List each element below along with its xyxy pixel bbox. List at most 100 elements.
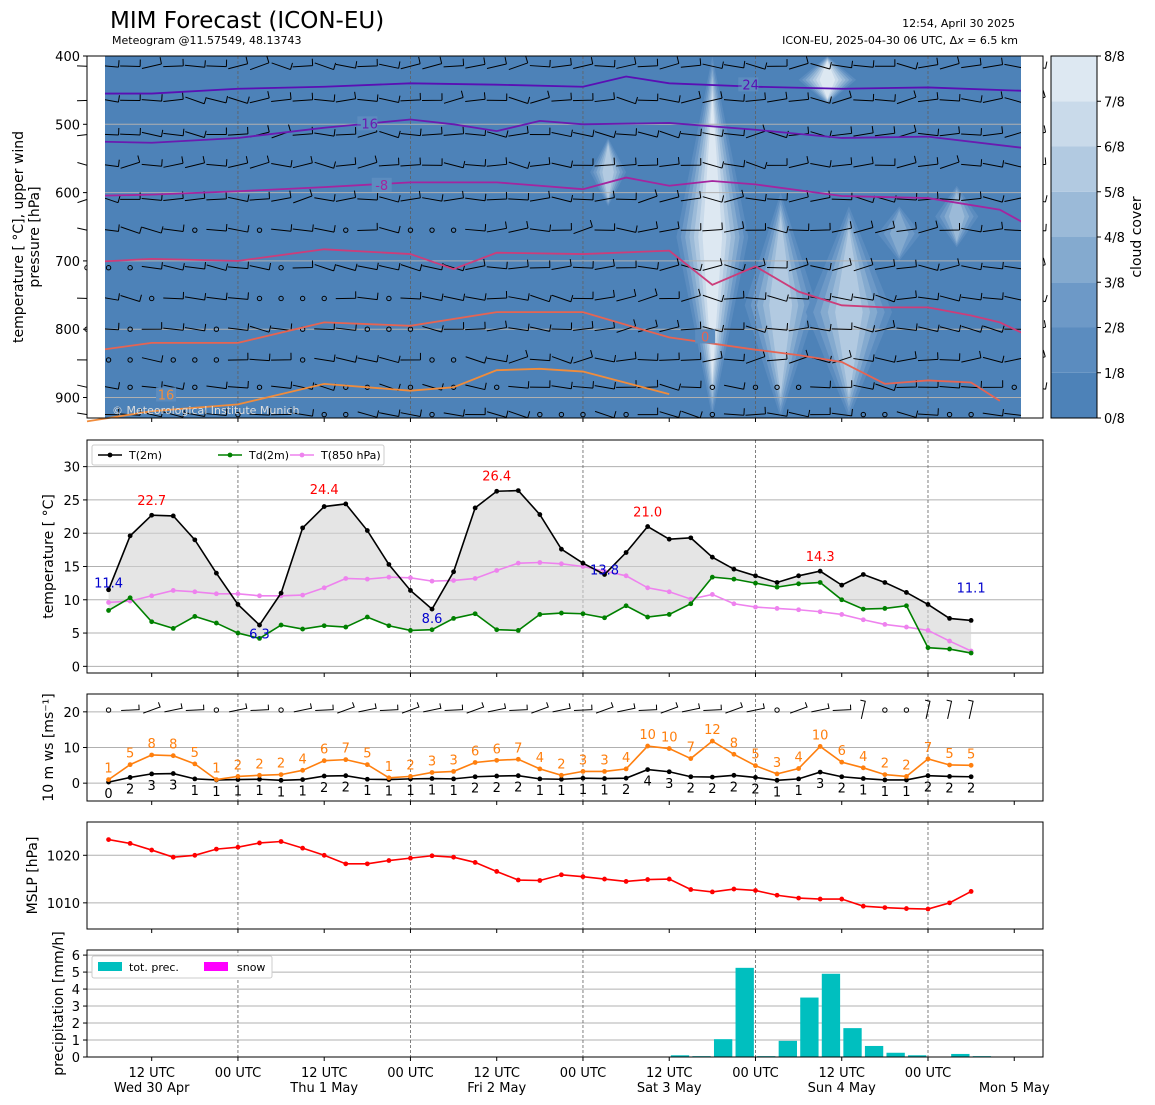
x-tick-label: 00 UTC <box>732 1066 778 1081</box>
series-point <box>882 777 888 783</box>
series-point <box>904 603 909 609</box>
day-label: Fri 2 May <box>467 1081 526 1096</box>
wind-barb <box>831 221 853 233</box>
mslp-point <box>127 841 133 846</box>
calm-wind-barb <box>386 326 392 332</box>
wind-speed-label: 1 <box>794 784 802 799</box>
wind-barb <box>465 193 487 202</box>
wind-barb <box>918 263 940 271</box>
series-point <box>429 770 435 775</box>
wind-barb <box>659 352 680 361</box>
wind-barb <box>918 92 939 103</box>
wind-barb <box>810 380 831 389</box>
series-point <box>602 776 607 781</box>
colorbar-segment <box>1051 101 1097 147</box>
series-point <box>817 568 823 574</box>
colorbar-tick-label: 1/8 <box>1104 367 1125 382</box>
series-point <box>947 762 952 768</box>
wind-barb <box>141 226 164 234</box>
series-point <box>860 617 866 623</box>
wind-barb <box>788 92 810 102</box>
series-point <box>839 774 845 780</box>
wind-barb <box>659 319 680 333</box>
wind-barb <box>357 222 378 231</box>
series-point <box>623 573 629 579</box>
calm-wind-barb <box>343 411 349 418</box>
wind-speed-label: 2 <box>514 781 522 796</box>
wind-barb <box>788 223 810 232</box>
wind-barb <box>141 129 164 138</box>
wind-barb <box>745 161 768 170</box>
wind-barb <box>508 293 530 301</box>
wind-barb <box>788 56 809 70</box>
series-point <box>192 614 198 619</box>
series-point <box>515 560 521 566</box>
series-point <box>947 638 952 644</box>
wind-barb <box>184 409 207 417</box>
min-temperature-label: 8.6 <box>422 612 443 627</box>
wind-barb <box>292 260 314 269</box>
wind-barb <box>163 58 184 68</box>
series-point <box>170 513 176 519</box>
series-point <box>192 776 198 782</box>
mslp-point <box>321 852 327 858</box>
wind-barb <box>486 130 509 138</box>
wind-barb <box>917 408 939 416</box>
wind-barb <box>594 157 616 167</box>
series-point <box>127 533 133 539</box>
mslp-point <box>472 860 478 865</box>
series-point <box>472 611 478 617</box>
wind-barb <box>206 223 228 232</box>
calm-wind-barb <box>709 384 716 390</box>
temperature-ylabel: temperature [ °C] <box>41 494 57 619</box>
series-point <box>645 767 651 773</box>
wind-barb <box>400 92 421 102</box>
wind-barb <box>659 221 680 233</box>
wind-barb <box>723 128 746 137</box>
wind-barb <box>702 294 725 303</box>
gust-label: 4 <box>298 752 306 767</box>
series-point <box>364 762 370 768</box>
calm-wind-barb <box>278 295 284 302</box>
wind-barb <box>767 91 788 103</box>
gust-label: 7 <box>342 742 350 757</box>
max-temperature-label: 21.0 <box>633 506 662 521</box>
wind-barb <box>767 409 789 417</box>
calm-wind-barb <box>235 411 241 418</box>
calm-wind-barb <box>105 357 112 363</box>
series-point <box>623 603 629 609</box>
wind-barb <box>357 94 379 102</box>
wind-barb <box>724 263 746 272</box>
wind-barb <box>939 126 960 137</box>
colorbar-segment <box>1051 327 1097 373</box>
series-point <box>602 615 607 621</box>
wind-speed-label: 2 <box>493 781 501 796</box>
wind-barb <box>529 353 551 362</box>
series-point <box>386 623 392 629</box>
wind-barb <box>875 319 896 332</box>
series-point <box>796 607 802 613</box>
wind-barb <box>443 409 465 417</box>
series-point <box>709 774 715 780</box>
gust-label: 1 <box>212 762 220 777</box>
mslp-point <box>774 892 780 898</box>
wind-barb <box>831 293 854 301</box>
calm-wind-barb <box>213 357 220 363</box>
wind-barb <box>702 161 725 169</box>
wind-barb <box>465 224 487 232</box>
wind-barb <box>594 381 616 390</box>
x-tick-label: 00 UTC <box>215 1066 261 1081</box>
cloud-cover-area <box>769 215 793 396</box>
gust-label: 5 <box>945 747 953 762</box>
wind-barb <box>120 294 142 302</box>
wind-barb <box>529 127 551 136</box>
wind-barb <box>853 93 875 102</box>
wind-barb <box>961 57 982 69</box>
series-point <box>731 772 737 778</box>
series-point <box>580 564 586 569</box>
isotherm-line <box>87 75 1044 95</box>
mslp-point <box>666 876 672 882</box>
series-point <box>127 762 133 768</box>
series-point <box>429 606 435 612</box>
